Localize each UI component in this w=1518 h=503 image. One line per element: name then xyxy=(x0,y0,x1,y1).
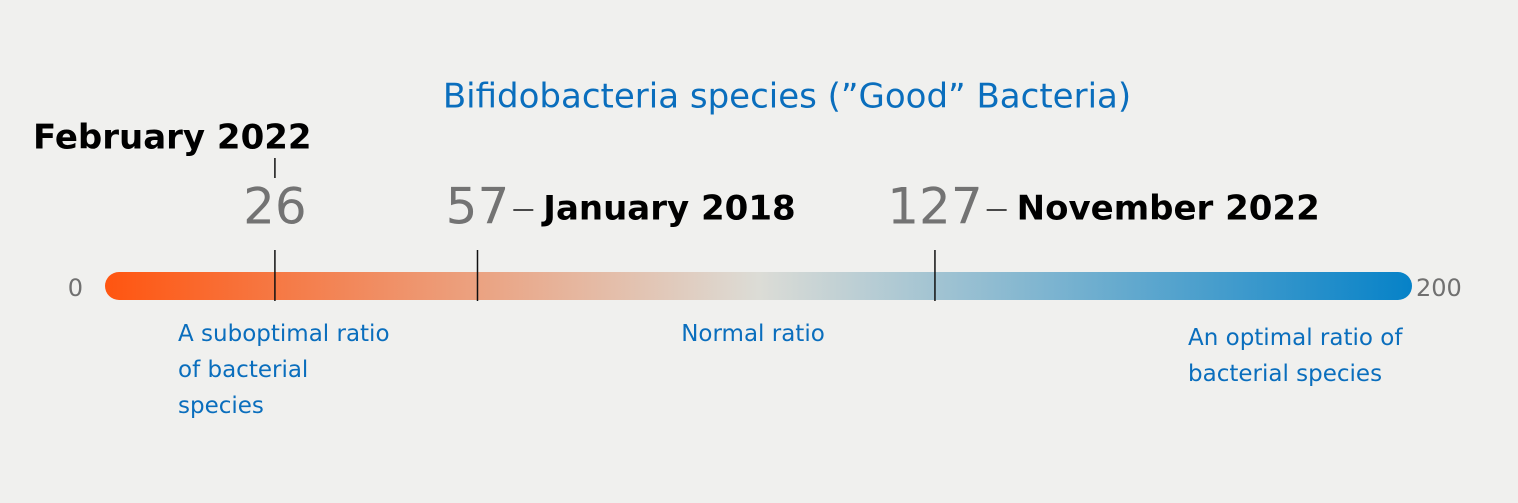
zone-label: An optimal ratio of bacterial species xyxy=(1188,325,1403,387)
scale-bar xyxy=(105,272,1412,300)
marker-date: November 2022 xyxy=(1017,189,1320,229)
marker-date: January 2018 xyxy=(541,189,795,229)
x-tick-label: 0 xyxy=(68,274,83,302)
zone-label: A suboptimal ratio of bacterial species xyxy=(178,321,390,419)
zone-label: Normal ratio xyxy=(681,321,825,347)
x-tick-label: 200 xyxy=(1416,274,1462,302)
marker-date: February 2022 xyxy=(33,118,312,158)
marker-value: 127 xyxy=(887,178,982,236)
chart-title: Bifidobacteria species (”Good” Bacteria) xyxy=(443,77,1131,117)
marker-value: 26 xyxy=(243,178,307,236)
marker-value: 57 xyxy=(446,178,510,236)
